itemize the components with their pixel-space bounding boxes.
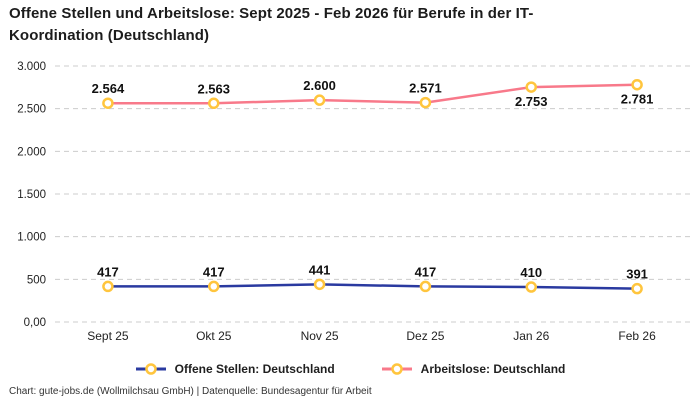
data-point-label: 2.563 [197, 81, 230, 96]
y-axis-tick-label: 2.500 [17, 104, 46, 116]
chart-title: Offene Stellen und Arbeitslose: Sept 202… [9, 5, 534, 44]
data-point-marker[interactable] [419, 280, 432, 293]
legend-label: Offene Stellen: Deutschland [174, 362, 335, 376]
data-point-marker[interactable] [208, 97, 220, 110]
attribution-footer: Chart: gute-jobs.de (Wollmilchsau GmbH) … [9, 386, 372, 397]
legend-item-offene-stellen[interactable]: Offene Stellen: Deutschland [135, 362, 335, 376]
data-point-label: 417 [203, 264, 225, 279]
y-axis-tick-label: 2.000 [17, 146, 46, 158]
x-axis-tick-label: Feb 26 [618, 329, 656, 343]
x-axis-tick-label: Okt 25 [196, 329, 232, 343]
data-point-label: 2.600 [303, 78, 336, 93]
line-marker-icon [135, 363, 166, 375]
data-point-marker[interactable] [102, 97, 114, 109]
legend-item-arbeitslose[interactable]: Arbeitslose: Deutschland [381, 362, 566, 376]
data-point-label: 2.571 [409, 81, 442, 96]
y-axis-tick-label: 3.000 [17, 61, 46, 73]
chart-legend: Offene Stellen: Deutschland Arbeitslose:… [0, 362, 700, 376]
data-point-marker[interactable] [525, 281, 537, 293]
data-point-label: 410 [520, 265, 542, 280]
legend-label: Arbeitslose: Deutschland [420, 362, 566, 376]
data-point-marker[interactable] [313, 94, 326, 106]
series-line-0 [106, 283, 639, 290]
y-axis-tick-label: 0,00 [24, 317, 46, 329]
data-point-label: 2.781 [621, 92, 654, 107]
data-point-marker[interactable] [102, 280, 114, 293]
data-point-label: 441 [309, 262, 331, 277]
series-line-1 [106, 83, 639, 105]
x-axis-tick-label: Dez 25 [406, 329, 444, 343]
data-point-marker[interactable] [631, 78, 643, 91]
data-point-label: 2.564 [92, 81, 125, 96]
y-axis-tick-label: 500 [27, 274, 46, 286]
data-point-label: 2.753 [515, 94, 548, 109]
data-point-label: 417 [415, 264, 437, 279]
y-axis-tick-label: 1.000 [17, 232, 46, 244]
data-point-marker[interactable] [208, 280, 220, 293]
data-point-label: 391 [626, 267, 648, 282]
line-marker-icon [381, 363, 412, 375]
data-point-label: 417 [97, 264, 119, 279]
y-axis-tick-label: 1.500 [17, 189, 46, 201]
x-axis-tick-label: Jan 26 [513, 329, 549, 343]
data-point-marker[interactable] [313, 278, 326, 291]
data-point-marker[interactable] [525, 81, 537, 93]
x-axis-tick-label: Sept 25 [87, 329, 129, 343]
x-axis-tick-label: Nov 25 [301, 329, 339, 343]
data-point-marker[interactable] [419, 96, 432, 109]
data-point-marker[interactable] [631, 282, 643, 295]
